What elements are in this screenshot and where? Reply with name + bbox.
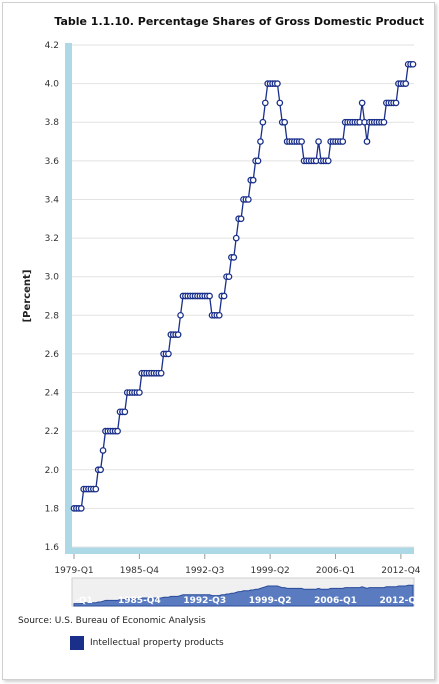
legend-swatch	[70, 636, 84, 650]
data-point	[215, 311, 223, 319]
data-point	[261, 99, 269, 107]
y-tick-label: 1.8	[45, 504, 60, 514]
navigator-label: 1999-Q2	[249, 596, 292, 606]
data-point	[409, 60, 417, 68]
series-line	[74, 63, 413, 510]
y-tick-label: 3.8	[45, 118, 60, 128]
data-point	[206, 292, 213, 300]
y-tick-label: 4.0	[45, 80, 60, 90]
x-tick-label: 1979-Q1	[54, 566, 93, 576]
y-tick-label: 2.4	[45, 389, 60, 399]
data-point	[157, 369, 165, 377]
data-point	[298, 138, 305, 145]
data-point	[230, 254, 238, 261]
chart-frame: Table 1.1.10. Percentage Shares of Gross…	[2, 2, 435, 680]
data-point	[99, 447, 107, 454]
y-tick-label: 3.4	[45, 195, 60, 205]
data-point	[339, 138, 347, 145]
data-point	[244, 196, 252, 203]
x-tick-label: 2012-Q4	[381, 566, 421, 576]
data-point	[380, 118, 388, 126]
navigator-area	[73, 584, 414, 607]
y-axis-title: [Percent]	[22, 270, 33, 323]
data-point	[315, 138, 322, 145]
data-point	[358, 99, 366, 107]
x-tick-label: 1985-Q4	[120, 566, 160, 576]
y-tick-label: 2.8	[45, 311, 60, 321]
y-tick-label: 4.2	[45, 41, 59, 51]
data-point	[92, 485, 100, 493]
data-point	[237, 215, 245, 223]
data-point	[114, 427, 121, 435]
navigator-label: 1985-Q4	[118, 596, 161, 606]
data-point	[324, 157, 332, 165]
data-point	[97, 466, 104, 474]
data-point	[136, 389, 143, 396]
data-point	[259, 118, 267, 126]
data-point	[232, 234, 240, 242]
data-point	[402, 80, 410, 87]
y-tick-label: 3.2	[45, 234, 59, 244]
x-tick-label: 2006-Q1	[316, 566, 355, 576]
navigator-label: -Q1	[75, 596, 93, 606]
data-point	[257, 138, 264, 145]
chart-title: Table 1.1.10. Percentage Shares of Gross…	[54, 15, 424, 28]
y-tick-label: 2.0	[45, 466, 60, 476]
data-point	[165, 350, 172, 358]
data-point	[363, 138, 371, 145]
data-point	[177, 311, 184, 319]
navigator-label: 1992-Q3	[183, 596, 226, 606]
data-point	[249, 176, 257, 184]
navigator-label: 2012-Q4	[380, 596, 423, 606]
data-point	[392, 99, 400, 107]
source-note: Source: U.S. Bureau of Economic Analysis	[18, 616, 206, 626]
x-axis-band	[65, 547, 414, 554]
data-point	[254, 157, 262, 165]
y-tick-label: 2.2	[45, 427, 59, 437]
legend-label: Intellectual property products	[90, 638, 224, 648]
y-tick-label: 3.0	[45, 273, 60, 283]
y-tick-label: 2.6	[45, 350, 60, 360]
navigator-label: 2006-Q1	[314, 596, 357, 606]
x-tick-label: 1992-Q3	[185, 566, 224, 576]
data-point	[77, 505, 85, 512]
data-point	[281, 118, 289, 126]
data-point	[174, 331, 182, 338]
data-point	[121, 408, 129, 416]
y-tick-label: 1.6	[45, 543, 60, 553]
data-point	[274, 80, 281, 87]
y-tick-label: 3.6	[45, 157, 60, 167]
x-tick-label: 1999-Q2	[250, 566, 289, 576]
data-point	[276, 99, 284, 107]
legend[interactable]: Intellectual property products	[70, 636, 224, 650]
data-point	[220, 292, 228, 300]
data-point	[225, 273, 233, 281]
y-axis-band	[65, 43, 72, 547]
